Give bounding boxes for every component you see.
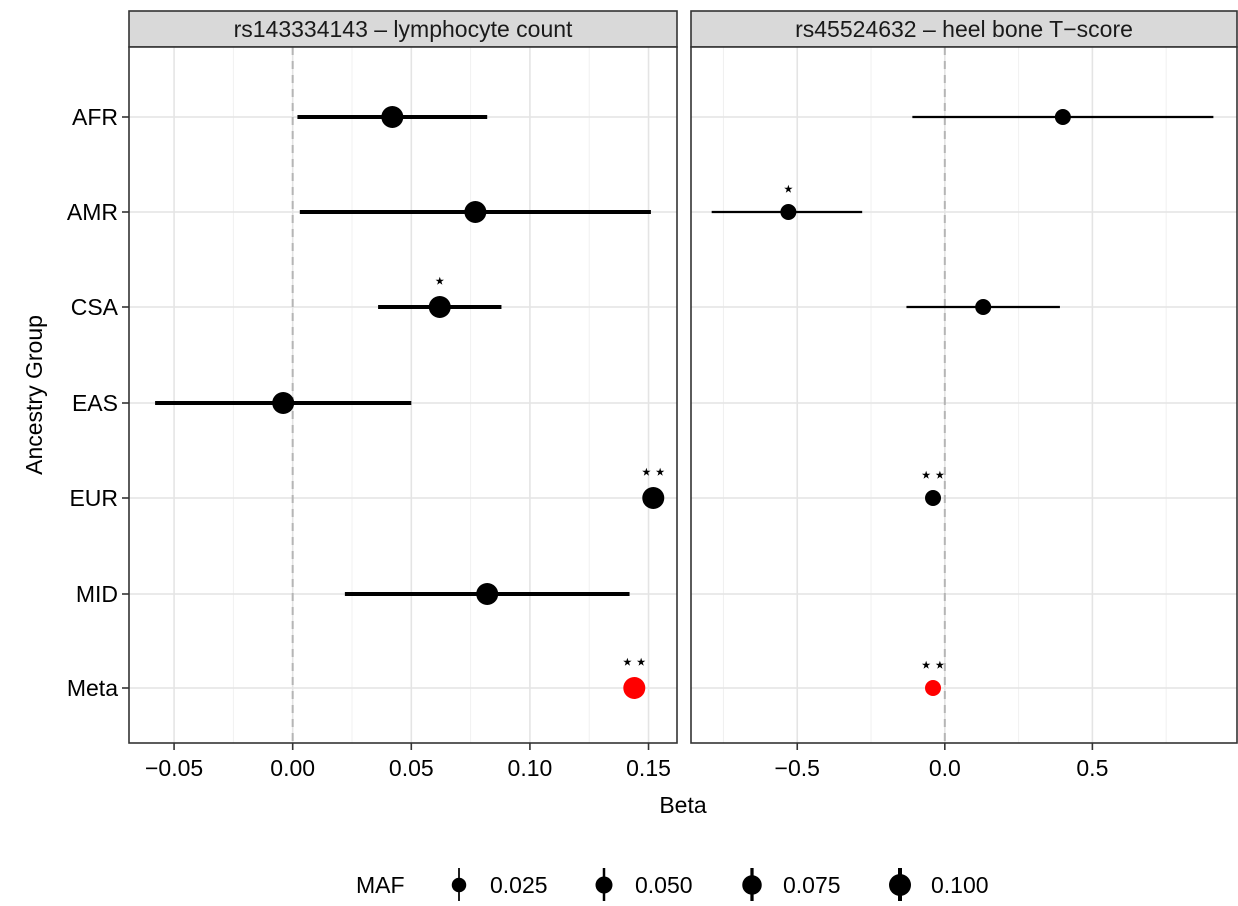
legend-key-point <box>742 875 762 895</box>
y-tick-label: EAS <box>72 390 118 416</box>
legend-title: MAF <box>356 872 405 898</box>
y-tick-label: AMR <box>67 199 118 225</box>
panel-border <box>128 46 678 744</box>
significance-marker: ⋆ <box>782 176 796 201</box>
legend-label: 0.050 <box>635 872 693 898</box>
point-mid <box>476 583 499 605</box>
point-meta <box>925 680 942 696</box>
x-tick-label: 0.00 <box>270 755 315 781</box>
panel-background <box>129 47 677 743</box>
point-eas <box>272 392 295 414</box>
point-amr <box>464 201 487 223</box>
significance-marker: ⋆ <box>433 268 447 293</box>
x-tick-label: 0.05 <box>389 755 434 781</box>
point-eur <box>925 490 942 506</box>
y-tick-label: Meta <box>67 675 118 701</box>
x-tick-label: 0.10 <box>508 755 553 781</box>
point-csa <box>975 299 992 315</box>
facet-strip <box>690 10 1238 48</box>
panel-background <box>691 47 1237 743</box>
point-afr <box>381 106 404 128</box>
facet-title: rs45524632 – heel bone T−score <box>795 16 1133 42</box>
point-amr <box>780 204 797 220</box>
point-meta <box>623 677 646 699</box>
legend-key-point <box>595 876 613 894</box>
point-csa <box>428 296 451 318</box>
x-tick-label: 0.15 <box>626 755 671 781</box>
x-tick-label: 0.5 <box>1076 755 1108 781</box>
point-afr <box>1054 109 1071 125</box>
legend-label: 0.025 <box>490 872 548 898</box>
y-tick-label: EUR <box>69 485 118 511</box>
facet-title: rs143334143 – lymphocyte count <box>234 16 573 42</box>
legend-key-point <box>889 874 911 896</box>
legend-label: 0.100 <box>931 872 989 898</box>
panel-border <box>690 46 1238 744</box>
y-tick-label: AFR <box>72 104 118 130</box>
legend-key-point <box>451 877 467 893</box>
x-tick-label: −0.05 <box>145 755 203 781</box>
y-tick-label: CSA <box>71 294 119 320</box>
significance-marker: ⋆⋆ <box>919 652 947 677</box>
x-tick-label: 0.0 <box>929 755 961 781</box>
legend-label: 0.075 <box>783 872 841 898</box>
x-axis-title: Beta <box>659 792 707 818</box>
point-eur <box>642 487 665 509</box>
significance-marker: ⋆⋆ <box>621 649 649 674</box>
y-axis-title: Ancestry Group <box>21 315 47 475</box>
y-tick-label: MID <box>76 581 118 607</box>
x-tick-label: −0.5 <box>775 755 820 781</box>
significance-marker: ⋆⋆ <box>919 462 947 487</box>
significance-marker: ⋆⋆ <box>640 459 668 484</box>
